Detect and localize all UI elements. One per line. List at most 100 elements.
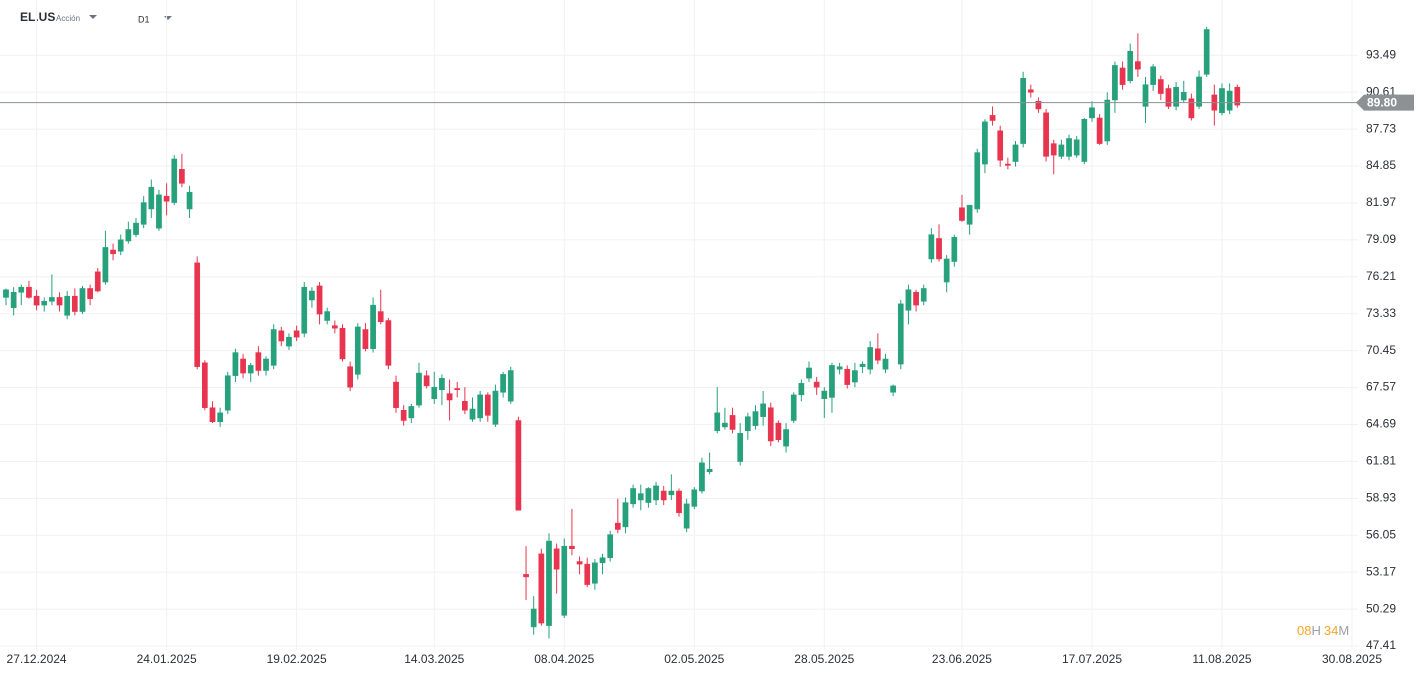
candle-body: [186, 192, 193, 210]
candle-body: [301, 286, 308, 334]
candle-body: [806, 367, 812, 379]
candle-body: [163, 195, 170, 202]
candle-body: [530, 608, 537, 628]
candle-body: [943, 258, 950, 283]
candle-body: [592, 562, 598, 584]
candle-body: [637, 493, 644, 501]
candle-body: [232, 352, 239, 376]
candle-body: [1119, 67, 1126, 85]
y-tick-label: 73.33: [1366, 306, 1396, 320]
candle-body: [676, 490, 682, 514]
candle-body: [309, 290, 315, 301]
candle-body: [653, 485, 659, 501]
candle-body: [1005, 163, 1011, 166]
candle-body: [966, 204, 973, 225]
symbol[interactable]: EL.US: [20, 10, 55, 24]
candle-body: [1142, 84, 1149, 107]
x-tick-label: 28.05.2025: [794, 652, 854, 666]
candle-body: [859, 363, 866, 367]
timeframe[interactable]: D1: [138, 14, 150, 24]
candle-body: [377, 311, 384, 323]
candle-body: [729, 415, 736, 430]
candle-body: [1027, 89, 1034, 93]
candle-body: [462, 401, 468, 411]
candle-body: [26, 286, 32, 298]
candle-body: [484, 394, 491, 416]
candle-body: [49, 297, 55, 302]
candle-body: [584, 563, 591, 585]
candle-body: [821, 390, 828, 399]
candle-body: [836, 366, 843, 370]
y-tick-label: 87.73: [1366, 121, 1396, 135]
candle-body: [515, 420, 522, 511]
candle-body: [240, 358, 246, 374]
candle-body: [974, 152, 981, 210]
x-tick-label: 17.07.2025: [1062, 652, 1122, 666]
candle-body: [171, 158, 178, 203]
candle-body: [416, 372, 422, 406]
candle-body: [660, 490, 667, 501]
candle-body: [1020, 77, 1026, 144]
candle-body: [3, 289, 9, 298]
candle-body: [936, 238, 942, 260]
price-tag: [1356, 94, 1414, 111]
candle-body: [553, 548, 560, 570]
x-tick-label: 19.02.2025: [267, 652, 327, 666]
countdown-hours: 08: [1297, 623, 1311, 638]
candle-body: [867, 347, 874, 370]
y-tick-label: 67.57: [1366, 380, 1396, 394]
candle-body: [224, 375, 231, 411]
x-tick-label: 02.05.2025: [664, 652, 724, 666]
candle-body: [683, 503, 690, 529]
x-tick-label: 11.08.2025: [1192, 652, 1251, 666]
candle-body: [668, 490, 675, 496]
timeframe-dropdown[interactable]: [164, 16, 172, 20]
candle-body: [1081, 118, 1088, 162]
candle-body: [33, 295, 40, 306]
candle-body: [614, 522, 621, 530]
candle-body: [332, 325, 338, 329]
candle-body: [140, 202, 147, 225]
candle-body: [905, 289, 912, 311]
candle-body: [920, 288, 927, 302]
candle-body: [874, 348, 881, 361]
candle-body: [913, 292, 919, 306]
candle-body: [1157, 79, 1164, 94]
candle-body: [1150, 66, 1157, 85]
candle-body: [599, 557, 606, 564]
candle-body: [1165, 88, 1172, 107]
x-tick-label: 24.01.2025: [137, 652, 197, 666]
x-tick-label: 23.06.2025: [932, 652, 992, 666]
candle-body: [737, 433, 744, 462]
y-tick-label: 84.85: [1366, 158, 1396, 172]
candle-body: [1127, 51, 1134, 82]
candle-body: [752, 411, 759, 426]
x-tick-label: 08.04.2025: [534, 652, 594, 666]
candle-body: [959, 207, 965, 221]
candle-body: [744, 416, 751, 432]
candle-body: [18, 286, 25, 293]
candle-body: [1096, 117, 1103, 144]
candle-body: [706, 468, 713, 473]
candle-body: [1188, 98, 1195, 119]
candle-body: [798, 383, 805, 396]
candle-body: [882, 358, 889, 370]
candle-body: [71, 295, 78, 312]
y-tick-label: 93.49: [1366, 47, 1396, 61]
candle-body: [775, 422, 782, 440]
candle-body: [1203, 29, 1210, 75]
candle-body: [890, 385, 896, 393]
candle-body: [10, 292, 17, 308]
y-tick-label: 53.17: [1366, 564, 1396, 578]
candle-body: [1234, 86, 1241, 106]
candle-body: [1104, 99, 1111, 142]
candle-body: [1112, 65, 1118, 101]
symbol-dropdown[interactable]: [89, 15, 97, 19]
y-tick-label: 70.45: [1366, 343, 1396, 357]
candle-body: [439, 377, 445, 390]
candle-body: [263, 358, 269, 371]
candle-body: [997, 130, 1004, 161]
candle-body: [714, 412, 721, 432]
